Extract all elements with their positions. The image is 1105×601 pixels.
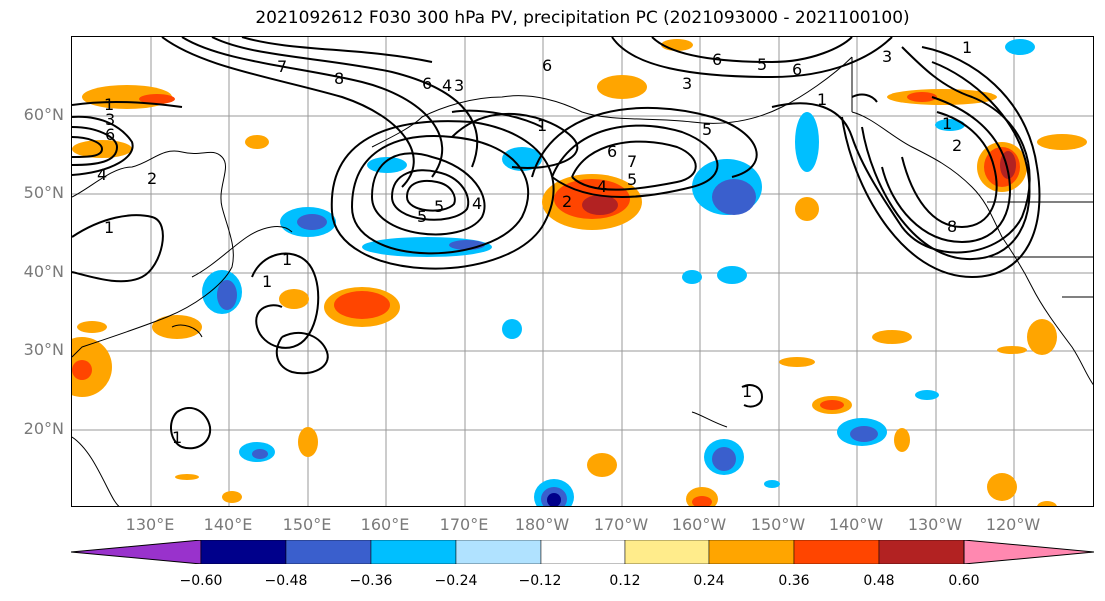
contour-label: 1 (817, 90, 827, 109)
colorbar-tick-label: 0.12 (609, 573, 641, 589)
coastlines (72, 56, 1093, 506)
colorbar-segment (708, 540, 795, 564)
contour-label: 1 (104, 95, 114, 114)
lat-label: 60°N (23, 105, 64, 124)
contour-label: 4 (472, 194, 482, 213)
contour-label: 3 (454, 76, 464, 95)
lon-label: 160°W (671, 515, 727, 534)
contour-label: 1 (742, 382, 752, 401)
contour-label: 1 (262, 272, 272, 291)
lon-label: 140°W (828, 515, 884, 534)
map-panel: 1 3 6 4 2 1 1 1 7 8 6 4 3 1 6 3 6 5 5 4 … (71, 36, 1094, 507)
colorbar (71, 540, 1094, 564)
colorbar-segment (455, 540, 542, 564)
lon-label: 150°W (750, 515, 806, 534)
contour-label: 4 (97, 165, 107, 184)
contour-label: 5 (757, 55, 767, 74)
colorbar-tick-label: −0.36 (349, 573, 393, 589)
contour-label: 2 (147, 169, 157, 188)
colorbar-segment (624, 540, 710, 564)
contour-label: 4 (597, 177, 607, 196)
colorbar-segment (878, 540, 965, 564)
contour-label: 3 (105, 110, 115, 129)
contour-label: 3 (682, 74, 692, 93)
precip-shading (72, 39, 1087, 506)
contour-label: 6 (542, 56, 552, 75)
colorbar-tick-label: 0.36 (778, 573, 810, 589)
map-canvas: 1 3 6 4 2 1 1 1 7 8 6 4 3 1 6 3 6 5 5 4 … (72, 37, 1093, 506)
colorbar-segment (793, 540, 880, 564)
colorbar-tick-label: −0.12 (518, 573, 562, 589)
contour-label: 2 (562, 192, 572, 211)
colorbar-extend-right (963, 540, 1094, 564)
lat-label: 20°N (23, 419, 64, 438)
lat-label: 50°N (23, 183, 64, 202)
contour-label: 5 (627, 170, 637, 189)
lon-label: 130°W (907, 515, 963, 534)
map-title: 2021092612 F030 300 hPa PV, precipitatio… (255, 8, 910, 28)
colorbar-segment (370, 540, 457, 564)
lon-label: 170°E (439, 515, 489, 534)
contour-label: 6 (712, 50, 722, 69)
colorbar-tick-label: 0.24 (693, 573, 725, 589)
contour-label: 6 (607, 142, 617, 161)
lon-label: 160°E (360, 515, 410, 534)
lon-label: 140°E (203, 515, 253, 534)
colorbar-segment (285, 540, 372, 564)
colorbar-tick-label: −0.48 (264, 573, 308, 589)
lon-label: 130°E (125, 515, 175, 534)
colorbar-tick-label: 0.60 (948, 573, 980, 589)
contour-label: 1 (172, 428, 182, 447)
contour-label: 6 (792, 60, 802, 79)
colorbar-tick-label: −0.60 (179, 573, 223, 589)
contour-label: 5 (702, 120, 712, 139)
contour-label: 3 (882, 47, 892, 66)
contour-label: 7 (627, 152, 637, 171)
contour-label: 6 (422, 74, 432, 93)
contour-label: 5 (417, 207, 427, 226)
contour-label: 8 (334, 69, 344, 88)
colorbar-tick-label: 0.48 (863, 573, 895, 589)
lon-label: 180°W (514, 515, 570, 534)
contour-label: 8 (947, 217, 957, 236)
contour-label: 4 (442, 76, 452, 95)
lat-label: 40°N (23, 262, 64, 281)
contour-label: 2 (952, 136, 962, 155)
contour-label: 1 (104, 218, 114, 237)
lon-label: 120°W (985, 515, 1041, 534)
lon-label: 170°W (593, 515, 649, 534)
contour-labels: 1 3 6 4 2 1 1 1 7 8 6 4 3 1 6 3 6 5 5 4 … (97, 38, 972, 447)
colorbar-extend-left (71, 540, 202, 564)
contour-label: 1 (537, 116, 547, 135)
contour-label: 1 (962, 38, 972, 57)
contour-label: 1 (282, 250, 292, 269)
gridlines (72, 37, 1093, 506)
lat-label: 30°N (23, 340, 64, 359)
colorbar-tick-label: −0.24 (434, 573, 478, 589)
colorbar-segment (540, 540, 626, 564)
contour-label: 7 (277, 57, 287, 76)
contour-label: 6 (105, 125, 115, 144)
colorbar-segment (200, 540, 287, 564)
pv-contours (72, 37, 1041, 450)
contour-label: 1 (942, 114, 952, 133)
contour-label: 5 (434, 197, 444, 216)
lon-label: 150°E (282, 515, 332, 534)
